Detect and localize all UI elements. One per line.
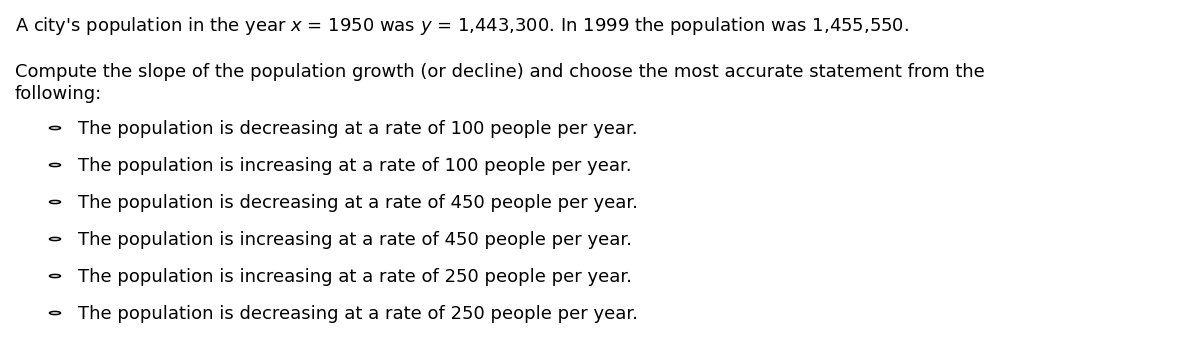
Text: The population is increasing at a rate of 100 people per year.: The population is increasing at a rate o…: [78, 157, 631, 175]
Text: A city's population in the year $x$ = 1950 was $y$ = 1,443,300. In 1999 the popu: A city's population in the year $x$ = 19…: [14, 15, 910, 37]
Text: The population is decreasing at a rate of 250 people per year.: The population is decreasing at a rate o…: [78, 305, 638, 323]
Text: The population is decreasing at a rate of 450 people per year.: The population is decreasing at a rate o…: [78, 194, 638, 212]
Text: The population is increasing at a rate of 450 people per year.: The population is increasing at a rate o…: [78, 231, 632, 249]
Text: The population is increasing at a rate of 250 people per year.: The population is increasing at a rate o…: [78, 268, 632, 286]
Text: Compute the slope of the population growth (or decline) and choose the most accu: Compute the slope of the population grow…: [14, 63, 985, 81]
Text: following:: following:: [14, 85, 102, 103]
Text: The population is decreasing at a rate of 100 people per year.: The population is decreasing at a rate o…: [78, 120, 637, 138]
